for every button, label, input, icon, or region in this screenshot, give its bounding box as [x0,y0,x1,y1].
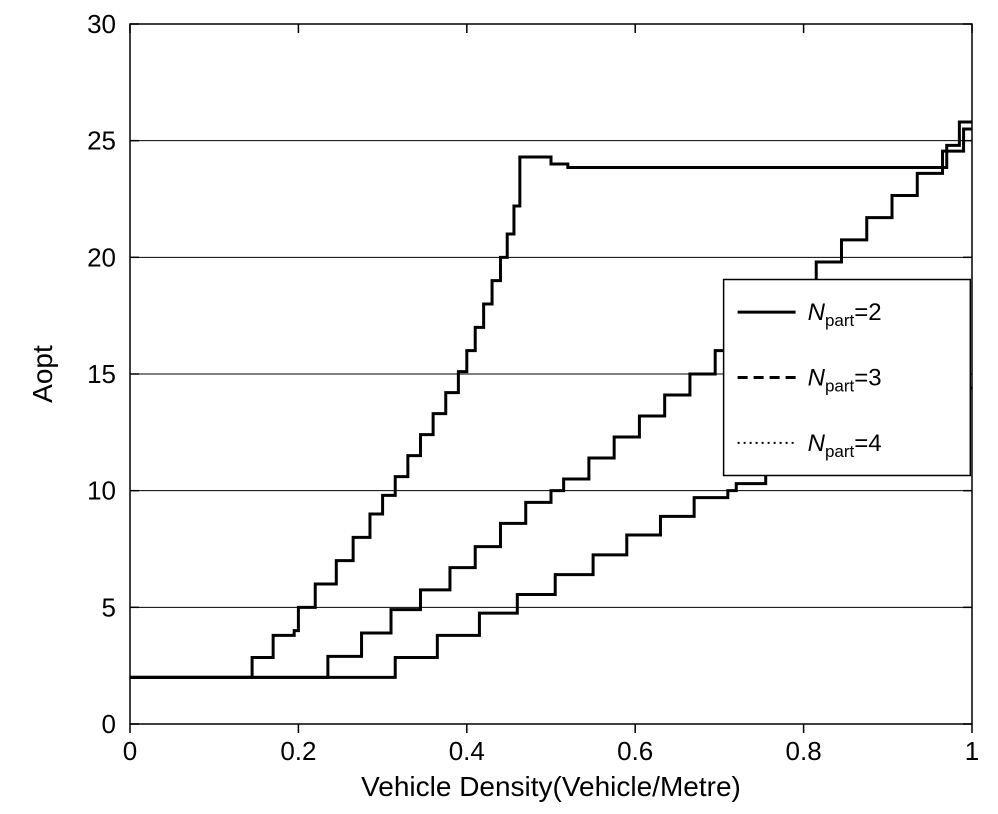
y-tick-label: 5 [102,592,116,622]
chart-container: 00.20.40.60.81051015202530Vehicle Densit… [0,0,998,814]
y-tick-label: 30 [87,9,116,39]
x-tick-label: 0.6 [617,736,653,766]
y-axis-label: Aopt [27,345,58,403]
y-tick-label: 10 [87,476,116,506]
y-tick-label: 0 [102,709,116,739]
x-tick-label: 1 [965,736,979,766]
x-axis-label: Vehicle Density(Vehicle/Metre) [361,771,741,802]
chart-svg: 00.20.40.60.81051015202530Vehicle Densit… [0,0,998,814]
x-tick-label: 0 [123,736,137,766]
y-tick-label: 20 [87,242,116,272]
x-tick-label: 0.2 [280,736,316,766]
x-tick-label: 0.4 [449,736,485,766]
y-tick-label: 15 [87,359,116,389]
y-tick-label: 25 [87,126,116,156]
x-tick-label: 0.8 [786,736,822,766]
